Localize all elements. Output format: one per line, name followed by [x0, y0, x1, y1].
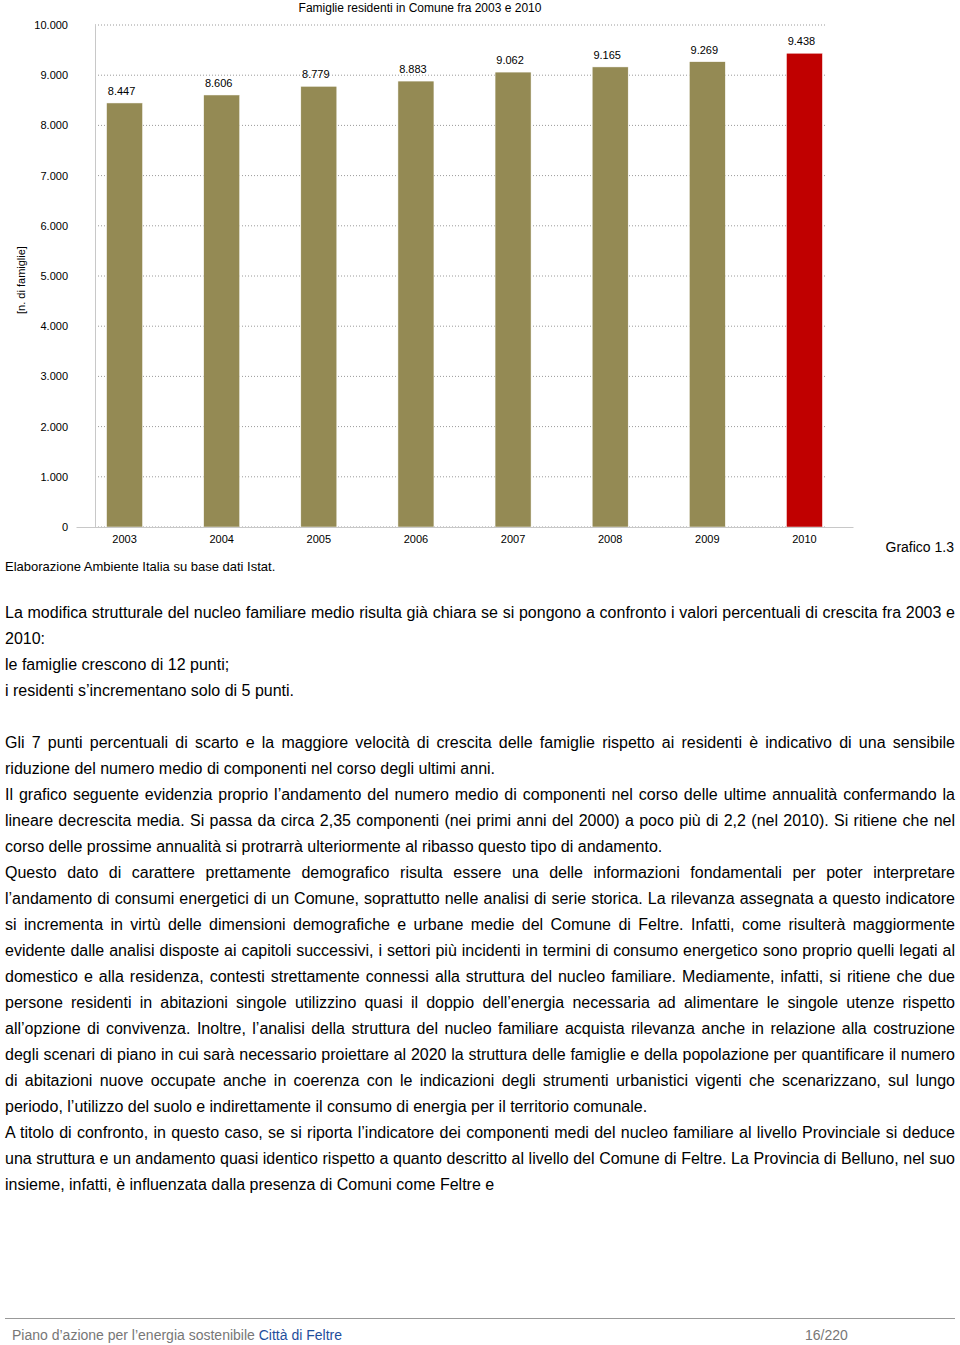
paragraph: La modifica strutturale del nucleo famil…	[5, 600, 955, 652]
tick-label: 2008	[598, 533, 622, 545]
page-number: 16/220	[805, 1327, 848, 1343]
bar	[689, 62, 725, 527]
tick: 1.000	[40, 471, 95, 483]
tick-label: 2004	[209, 533, 233, 545]
tick: 2005	[307, 527, 331, 545]
tick: 2006	[404, 527, 428, 545]
tick-label: 5.000	[40, 270, 68, 282]
grid	[95, 25, 825, 527]
data-label: 9.438	[788, 35, 816, 47]
tick: 2009	[695, 527, 719, 545]
tick: 10.000	[34, 19, 95, 31]
tick-label: 2010	[792, 533, 816, 545]
data-label: 8.779	[302, 68, 330, 80]
paragraph: Il grafico seguente evidenzia proprio l’…	[5, 782, 955, 860]
chart-title: Famiglie residenti in Comune fra 2003 e …	[299, 1, 542, 15]
footer-title: Piano d’azione per l’energia sostenibile	[12, 1327, 255, 1343]
tick-label: 6.000	[40, 220, 68, 232]
source-note: Elaborazione Ambiente Italia su base dat…	[5, 559, 275, 574]
paragraph: Gli 7 punti percentuali di scarto e la m…	[5, 730, 955, 782]
data-label: 9.062	[496, 54, 524, 66]
tick-label: 7.000	[40, 170, 68, 182]
paragraph: le famiglie crescono di 12 punti;	[5, 652, 955, 678]
paragraph: i residenti s’incrementano solo di 5 pun…	[5, 678, 955, 704]
paragraph: A titolo di confronto, in questo caso, s…	[5, 1120, 955, 1198]
tick: 2010	[792, 527, 816, 545]
data-label: 8.883	[399, 63, 427, 75]
footer-link: Città di Feltre	[259, 1327, 342, 1343]
bar	[786, 53, 822, 527]
tick-label: 2003	[112, 533, 136, 545]
chart: Famiglie residenti in Comune fra 2003 e …	[0, 0, 960, 580]
bar	[592, 67, 628, 527]
tick-label: 2007	[501, 533, 525, 545]
bar	[107, 103, 143, 527]
y-axis-title: [n. di famiglie]	[15, 246, 27, 314]
grid-line	[95, 25, 825, 26]
tick: 6.000	[40, 220, 95, 232]
tick-label: 3.000	[40, 370, 68, 382]
bar	[495, 72, 531, 527]
tick: 5.000	[40, 270, 95, 282]
bar	[301, 86, 337, 527]
tick-label: 4.000	[40, 320, 68, 332]
data-label: 8.447	[108, 85, 136, 97]
data-label: 8.606	[205, 77, 233, 89]
axis-line	[77, 527, 854, 528]
tick: 8.000	[40, 119, 95, 131]
tick-label: 2009	[695, 533, 719, 545]
tick-label: 10.000	[34, 19, 68, 31]
bars	[107, 53, 823, 527]
tick-label: 1.000	[40, 471, 68, 483]
tick-label: 2005	[307, 533, 331, 545]
tick-label: 0	[62, 521, 68, 533]
y-axis: 0 1.000 2.000 3.000 4.000 5.000 6.000 7.000 8.00…	[34, 19, 95, 533]
tick: 2007	[501, 527, 525, 545]
bar	[398, 81, 434, 527]
tick: 3.000	[40, 370, 95, 382]
tick-label: 9.000	[40, 69, 68, 81]
tick-label: 8.000	[40, 119, 68, 131]
body-text: La modifica strutturale del nucleo famil…	[5, 600, 955, 1198]
data-label: 9.269	[691, 44, 719, 56]
data-label: 9.165	[593, 49, 621, 61]
figure-label: Grafico 1.3	[886, 539, 954, 555]
tick-label: 2.000	[40, 421, 68, 433]
paragraph: Questo dato di carattere prettamente dem…	[5, 860, 955, 1120]
tick: 4.000	[40, 320, 95, 332]
tick-label: 2006	[404, 533, 428, 545]
axis-line	[95, 26, 96, 528]
tick: 2.000	[40, 421, 95, 433]
tick: 9.000	[40, 69, 95, 81]
tick: 2008	[598, 527, 622, 545]
tick: 2004	[209, 527, 233, 545]
footer-rule	[5, 1318, 955, 1319]
x-axis: 2003 2004 2005 2006 2007 2008 2009 2010	[77, 527, 854, 545]
tick: 2003	[112, 527, 136, 545]
data-labels: 8.447 8.606 8.779 8.883 9.062 9.165 9.269 9.438	[108, 35, 815, 97]
footer: Piano d’azione per l’energia sostenibile…	[12, 1327, 342, 1343]
tick: 7.000	[40, 170, 95, 182]
bar	[204, 95, 240, 527]
